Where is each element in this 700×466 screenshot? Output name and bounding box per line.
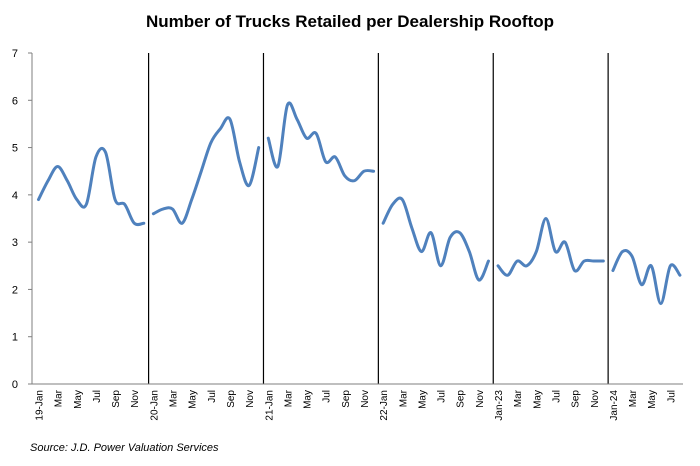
x-tick-label: Mar — [169, 389, 180, 407]
x-tick-label: Jul — [437, 390, 448, 403]
x-tick-label: 19-Jan — [35, 390, 46, 421]
x-tick-label: Jan-24 — [609, 390, 620, 421]
x-tick-label: Jul — [207, 390, 218, 403]
x-tick-label: Mar — [54, 389, 65, 407]
x-tick-label: May — [647, 390, 658, 409]
x-tick-label: May — [303, 390, 314, 409]
series-line-2019 — [37, 146, 146, 227]
y-tick-labels: 0 1 2 3 4 5 6 7 — [12, 48, 32, 391]
x-tick-label: May — [188, 390, 199, 409]
series-line-2024 — [611, 249, 682, 306]
y-tick-label: 6 — [12, 95, 18, 107]
x-tick-label: 21-Jan — [264, 390, 275, 421]
x-tick-label: Jan-23 — [494, 390, 505, 421]
x-tick-label: Sep — [456, 390, 467, 408]
x-tick-label: Nov — [245, 390, 256, 408]
x-tick-label: Nov — [475, 390, 486, 408]
x-tick-label: Jul — [666, 390, 677, 403]
series-lines — [37, 101, 682, 306]
x-tick-label: 20-Jan — [149, 390, 160, 421]
y-tick-label: 0 — [12, 379, 18, 391]
y-tick-label: 3 — [12, 237, 18, 249]
x-tick-label: Sep — [111, 390, 122, 408]
x-tick-label: Mar — [283, 389, 294, 407]
x-tick-label: Mar — [513, 389, 524, 407]
x-tick-label: 22-Jan — [379, 390, 390, 421]
year-dividers — [147, 53, 609, 384]
x-tick-label: Mar — [398, 389, 409, 407]
x-tick-label: Mar — [628, 389, 639, 407]
x-tick-label: Nov — [360, 390, 371, 408]
chart-title: Number of Trucks Retailed per Dealership… — [145, 12, 555, 31]
y-tick-label: 5 — [12, 143, 18, 155]
x-tick-labels: 19-Jan Mar May Jul Sep Nov 20-Jan Mar May Jul Sep N… — [35, 389, 678, 420]
y-tick-label: 7 — [12, 48, 18, 60]
y-tick-label: 2 — [12, 284, 18, 296]
x-tick-label: Sep — [341, 390, 352, 408]
x-tick-label: Nov — [590, 390, 601, 408]
x-tick-label: Sep — [226, 390, 237, 408]
x-tick-label: Jul — [322, 390, 333, 403]
series-line-2020 — [151, 116, 261, 225]
x-tick-label: Sep — [571, 390, 582, 408]
x-tick-label: May — [532, 390, 543, 409]
series-line-2023 — [496, 217, 605, 277]
x-tick-label: May — [73, 390, 84, 409]
x-tick-label: Nov — [130, 390, 141, 408]
source-note: Source: J.D. Power Valuation Services — [30, 442, 219, 454]
x-tick-label: Jul — [92, 390, 103, 403]
axes — [31, 53, 683, 385]
series-line-2022 — [381, 196, 490, 282]
y-tick-label: 1 — [12, 332, 18, 344]
x-tick-label: Jul — [551, 390, 562, 403]
y-tick-label: 4 — [12, 190, 18, 202]
x-tick-label: May — [417, 390, 428, 409]
series-line-2021 — [266, 101, 376, 183]
